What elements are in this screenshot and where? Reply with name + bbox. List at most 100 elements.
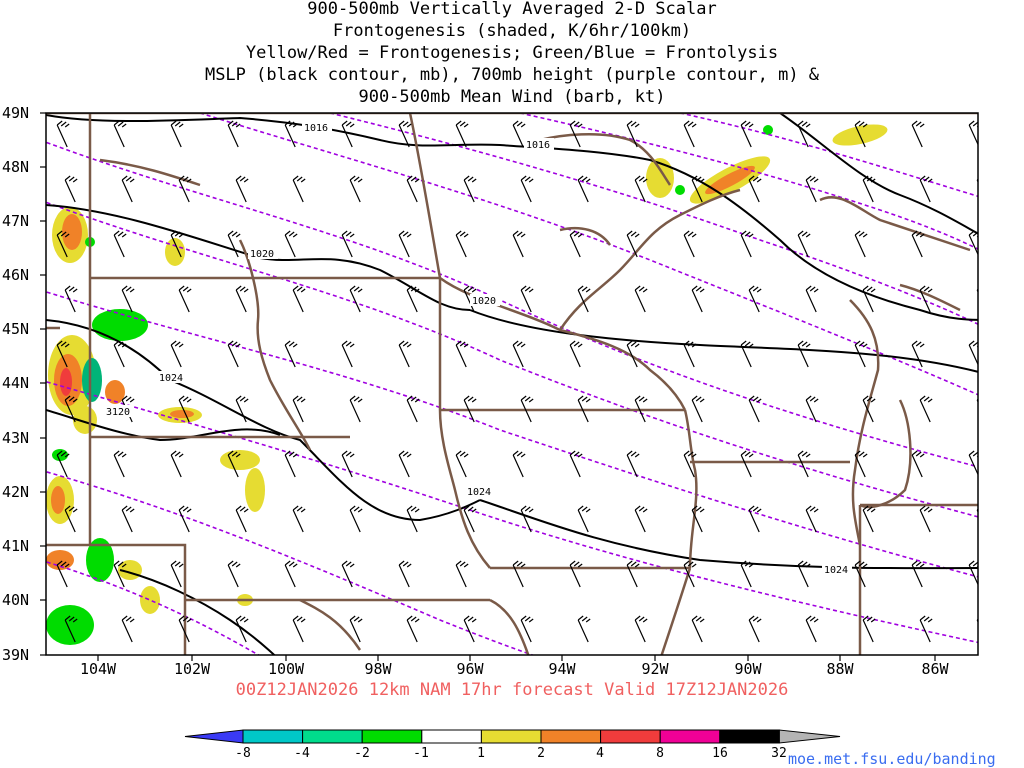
wind-barb xyxy=(683,120,697,148)
wind-barb xyxy=(463,615,477,643)
wind-barb xyxy=(520,175,534,203)
lon-label: 100W xyxy=(267,660,305,678)
mslp-label: 1024 xyxy=(159,373,183,384)
wind-barb xyxy=(862,505,876,533)
wind-barb xyxy=(748,285,762,313)
wind-barb xyxy=(227,450,241,478)
wind-barb xyxy=(691,395,705,423)
wind-barb xyxy=(569,450,583,478)
wind-barb xyxy=(349,615,363,643)
colorbar-label: 4 xyxy=(596,746,604,761)
wind-barb xyxy=(577,615,591,643)
wind-barb xyxy=(626,560,640,588)
wind-barb xyxy=(349,505,363,533)
wind-barb xyxy=(520,615,534,643)
wind-barb xyxy=(284,340,298,368)
credit-link[interactable]: moe.met.fsu.edu/banding xyxy=(788,750,996,768)
wind-barb xyxy=(170,560,184,588)
wind-barb xyxy=(805,615,819,643)
wind-barb xyxy=(569,120,583,148)
wind-barb xyxy=(341,230,355,258)
height-label: 3120 xyxy=(106,407,130,418)
wind-barb xyxy=(854,230,868,258)
wind-barb xyxy=(805,175,819,203)
wind-barb xyxy=(854,560,868,588)
lon-label: 98W xyxy=(364,660,392,678)
wind-barb xyxy=(64,285,78,313)
wind-barb xyxy=(398,230,412,258)
mslp-label: 1016 xyxy=(526,140,550,151)
wind-barb xyxy=(520,395,534,423)
colorbar-label: -1 xyxy=(413,746,429,761)
wind-barb xyxy=(227,560,241,588)
mslp-label: 1024 xyxy=(467,487,491,498)
wind-barb xyxy=(121,175,135,203)
wind-barb xyxy=(968,450,978,476)
wind-barb xyxy=(797,230,811,258)
wind-barb xyxy=(634,615,648,643)
colorbar-label: 32 xyxy=(771,746,787,761)
wind-barb xyxy=(235,505,249,533)
wind-barb xyxy=(691,505,705,533)
colorbar-label: -4 xyxy=(294,746,310,761)
wind-barb xyxy=(56,560,70,588)
wind-barb xyxy=(797,340,811,368)
lat-label: 45N xyxy=(2,320,30,338)
wind-barb xyxy=(577,505,591,533)
wind-barb xyxy=(398,560,412,588)
wind-barb xyxy=(683,230,697,258)
title-line-2: Frontogenesis (shaded, K/6hr/100km) xyxy=(332,21,692,41)
wind-barb xyxy=(797,450,811,478)
wind-barb xyxy=(854,450,868,478)
wind-barb xyxy=(968,560,978,586)
lon-label: 104W xyxy=(79,660,117,678)
lon-label: 86W xyxy=(921,660,949,678)
wind-barb xyxy=(569,340,583,368)
wind-barb xyxy=(748,615,762,643)
lon-label: 94W xyxy=(548,660,576,678)
wind-barb xyxy=(569,230,583,258)
wind-barb xyxy=(398,120,412,148)
wind-barb xyxy=(748,505,762,533)
wind-barb xyxy=(862,175,876,203)
axis-ticks xyxy=(40,112,936,661)
lat-label: 44N xyxy=(2,374,30,392)
wind-barb xyxy=(911,450,925,478)
frontogenesis-shading xyxy=(46,124,888,645)
wind-barb xyxy=(968,120,978,146)
wind-barb xyxy=(740,560,754,588)
wind-barb xyxy=(968,340,978,366)
wind-barb xyxy=(520,505,534,533)
wind-barb xyxy=(577,395,591,423)
mslp-label: 1020 xyxy=(250,249,274,260)
wind-barb xyxy=(520,285,534,313)
wind-barb xyxy=(455,340,469,368)
wind-barb xyxy=(235,615,249,643)
wind-barb xyxy=(748,175,762,203)
wind-barb xyxy=(292,505,306,533)
wind-barb xyxy=(911,340,925,368)
lat-label: 43N xyxy=(2,429,30,447)
wind-barb xyxy=(854,120,868,148)
height-contours xyxy=(46,113,978,655)
wind-barb xyxy=(919,395,933,423)
wind-barb xyxy=(113,560,127,588)
colorbar-label: 2 xyxy=(537,746,545,761)
wind-barb xyxy=(976,618,978,624)
wind-barb xyxy=(178,285,192,313)
wind-barb xyxy=(634,285,648,313)
wind-barb xyxy=(56,450,70,478)
wind-barb xyxy=(227,230,241,258)
wind-barb xyxy=(919,505,933,533)
title-line-5: 900-500mb Mean Wind (barb, kt) xyxy=(358,87,666,107)
wind-barb xyxy=(805,505,819,533)
wind-barb xyxy=(976,508,978,514)
forecast-valid-text: 00Z12JAN2026 12km NAM 17hr forecast Vali… xyxy=(235,680,789,700)
contour-labels: 1016 1016 1020 1020 1024 1024 1024 3120 xyxy=(104,121,852,576)
wind-barb xyxy=(740,450,754,478)
wind-barb xyxy=(406,615,420,643)
wind-barb xyxy=(691,285,705,313)
wind-barb xyxy=(56,230,70,258)
wind-barb xyxy=(862,285,876,313)
